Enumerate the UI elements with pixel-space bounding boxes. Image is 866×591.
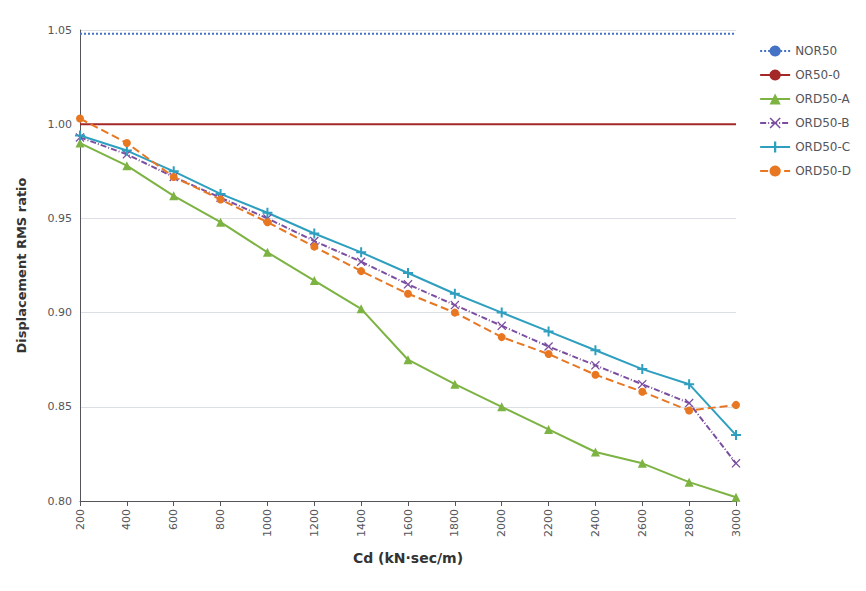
svg-text:1200: 1200 <box>308 509 321 537</box>
svg-text:ORD50-C: ORD50-C <box>795 140 850 154</box>
svg-text:600: 600 <box>167 509 180 530</box>
svg-text:0.90: 0.90 <box>48 306 73 319</box>
svg-text:0.85: 0.85 <box>48 400 73 413</box>
svg-text:1800: 1800 <box>448 509 461 537</box>
svg-text:800: 800 <box>214 509 227 530</box>
svg-text:NOR50: NOR50 <box>795 44 837 58</box>
svg-text:0.80: 0.80 <box>48 495 73 508</box>
svg-text:400: 400 <box>120 509 133 530</box>
svg-text:1.00: 1.00 <box>48 118 73 131</box>
svg-text:OR50-0: OR50-0 <box>795 68 840 82</box>
svg-text:ORD50-B: ORD50-B <box>795 116 849 130</box>
svg-text:3000: 3000 <box>730 509 743 537</box>
svg-text:Displacement RMS ratio: Displacement RMS ratio <box>14 177 29 353</box>
svg-text:2600: 2600 <box>636 509 649 537</box>
svg-text:1600: 1600 <box>402 509 415 537</box>
svg-text:ORD50-A: ORD50-A <box>795 92 850 106</box>
svg-text:ORD50-D: ORD50-D <box>795 164 851 178</box>
svg-text:200: 200 <box>74 509 87 530</box>
svg-text:1.05: 1.05 <box>48 24 73 37</box>
svg-text:Cd (kN·sec/m): Cd (kN·sec/m) <box>353 550 463 566</box>
svg-text:0.95: 0.95 <box>48 212 73 225</box>
svg-text:2400: 2400 <box>589 509 602 537</box>
svg-text:1400: 1400 <box>355 509 368 537</box>
svg-text:2200: 2200 <box>542 509 555 537</box>
svg-text:1000: 1000 <box>261 509 274 537</box>
svg-text:2000: 2000 <box>495 509 508 537</box>
svg-text:2800: 2800 <box>683 509 696 537</box>
